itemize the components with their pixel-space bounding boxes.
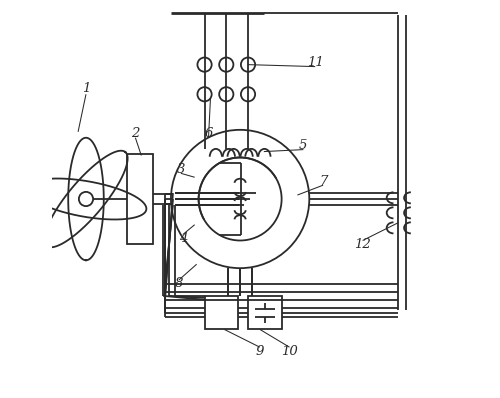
Text: 8: 8 (174, 277, 183, 291)
Circle shape (171, 130, 310, 268)
Circle shape (79, 192, 93, 206)
Text: 2: 2 (131, 127, 140, 140)
Text: 10: 10 (281, 345, 298, 358)
Text: 6: 6 (204, 127, 212, 140)
Bar (128, 154, 153, 244)
Circle shape (241, 57, 255, 72)
Circle shape (198, 57, 211, 72)
Circle shape (219, 57, 234, 72)
Text: 1: 1 (82, 82, 90, 95)
Bar (204, 296, 238, 330)
Text: 11: 11 (307, 56, 324, 69)
Bar (248, 296, 282, 330)
Text: 3: 3 (176, 163, 185, 176)
Circle shape (198, 87, 211, 101)
Text: 12: 12 (354, 238, 371, 251)
Circle shape (198, 158, 281, 240)
Text: 9: 9 (256, 345, 264, 358)
Circle shape (241, 87, 255, 101)
Text: 7: 7 (319, 175, 328, 188)
Circle shape (219, 87, 234, 101)
Text: 4: 4 (178, 232, 187, 245)
Text: 5: 5 (299, 139, 308, 152)
